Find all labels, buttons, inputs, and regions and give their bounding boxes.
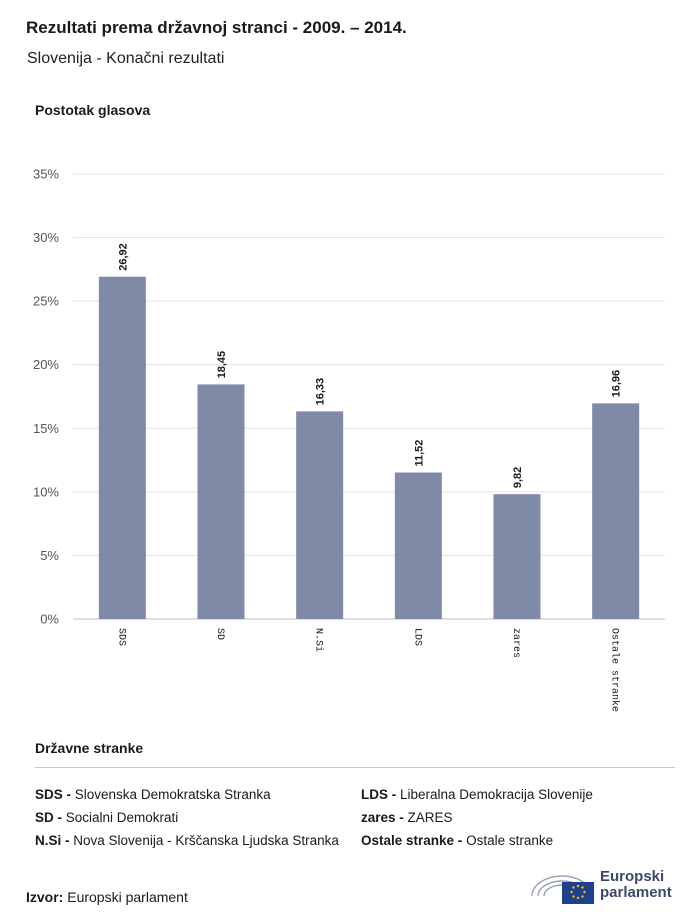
- legend-abbr: SD -: [35, 810, 62, 825]
- y-tick-label: 15%: [33, 421, 59, 436]
- chart-subtitle: Slovenija - Konačni rezultati: [27, 50, 225, 67]
- legend-divider: [35, 767, 675, 768]
- legend-abbr: SDS -: [35, 787, 72, 802]
- data-label: 11,52: [413, 440, 425, 467]
- legend-item-zares: zares - ZARES: [361, 810, 453, 825]
- legend-name: Liberalna Demokracija Slovenije: [400, 787, 593, 802]
- legend-item-lds: LDS - Liberalna Demokracija Slovenije: [361, 787, 593, 802]
- data-label: 9,82: [512, 467, 524, 488]
- x-tick-label: Ostale stranke: [609, 628, 621, 712]
- source-label: Izvor:: [26, 889, 64, 905]
- logo-text: Europski parlament: [600, 869, 672, 901]
- y-tick-label: 10%: [33, 484, 59, 499]
- y-axis-label: Postotak glasova: [35, 102, 151, 118]
- bar-n-si[interactable]: [296, 411, 344, 619]
- legend-abbr: zares -: [361, 810, 404, 825]
- logo-line2: parlament: [600, 884, 672, 901]
- x-tick-label: N.Si: [313, 628, 325, 652]
- x-tick-label: LDS: [411, 628, 422, 646]
- legend-title: Državne stranke: [35, 740, 144, 756]
- data-label: 26,92: [117, 243, 129, 271]
- legend-abbr: Ostale stranke -: [361, 833, 463, 848]
- x-tick-label: SD: [214, 628, 225, 640]
- data-label: 16,33: [315, 378, 327, 406]
- legend-item-ostale: Ostale stranke - Ostale stranke: [361, 833, 553, 848]
- legend-item-sd: SD - Socialni Demokrati: [35, 810, 178, 825]
- bar-sd[interactable]: [197, 384, 245, 619]
- bar-sds[interactable]: [98, 276, 146, 619]
- bar-zares[interactable]: [493, 494, 541, 619]
- legend-name: Slovenska Demokratska Stranka: [74, 787, 271, 802]
- x-tick-label: SDS: [115, 628, 126, 646]
- y-tick-label: 5%: [40, 548, 59, 563]
- chart-title: Rezultati prema državnoj stranci - 2009.…: [26, 18, 407, 37]
- y-tick-label: 25%: [33, 294, 59, 309]
- data-label: 18,45: [216, 351, 228, 379]
- legend-name: ZARES: [407, 810, 453, 825]
- legend-name: Socialni Demokrati: [65, 810, 179, 825]
- y-tick-label: 30%: [33, 230, 59, 245]
- hemicycle-icon: [531, 875, 594, 904]
- y-tick-label: 35%: [33, 167, 59, 182]
- legend-abbr: LDS -: [361, 787, 397, 802]
- y-tick-label: 20%: [33, 357, 59, 372]
- bar-lds[interactable]: [394, 472, 442, 619]
- legend-name: Nova Slovenija - Krščanska Ljudska Stran…: [73, 833, 339, 848]
- legend-abbr: N.Si -: [35, 833, 70, 848]
- europarl-logo[interactable]: Europski parlament: [528, 866, 678, 906]
- legend-item-sds: SDS - Slovenska Demokratska Stranka: [35, 787, 271, 802]
- bar-ostale-stranke[interactable]: [592, 403, 640, 619]
- bar-chart: 0% 5% 10% 15% 20% 25% 30% 35% 26,92 SDS 18,45 SD 16,…: [33, 167, 665, 712]
- logo-line1: Europski: [600, 868, 665, 885]
- y-tick-label: 0%: [40, 612, 59, 627]
- legend-name: Ostale stranke: [466, 833, 554, 848]
- x-tick-label: zares: [510, 628, 521, 658]
- source-value: Europski parlament: [67, 889, 188, 905]
- source-note: Izvor: Europski parlament: [26, 889, 188, 905]
- data-label: 16,96: [611, 370, 623, 398]
- legend-item-nsi: N.Si - Nova Slovenija - Krščanska Ljudsk…: [35, 833, 339, 848]
